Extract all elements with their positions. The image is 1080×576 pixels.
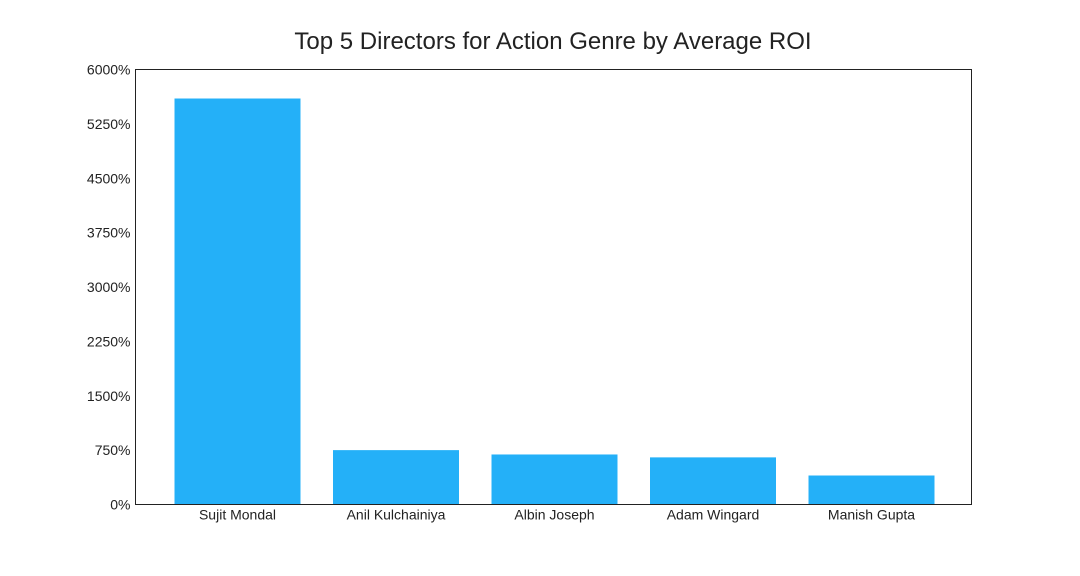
chart-title: Top 5 Directors for Action Genre by Aver… <box>294 28 811 55</box>
bar-manish-gupta <box>808 475 935 505</box>
y-tick-label: 3750% <box>87 225 131 241</box>
x-tick-label: Albin Joseph <box>514 507 594 523</box>
y-tick-label: 5250% <box>87 116 131 132</box>
y-tick-label: 750% <box>95 442 131 458</box>
y-tick-label: 4500% <box>87 170 131 186</box>
y-tick-label: 0% <box>110 497 130 513</box>
plot-frame <box>135 69 972 505</box>
x-tick-label: Adam Wingard <box>667 507 760 523</box>
bar-albin-joseph <box>491 454 618 505</box>
bar-adam-wingard <box>650 457 776 505</box>
bar-anil-kulchainiya <box>333 450 459 505</box>
bar-sujit-mondal <box>174 98 301 505</box>
y-tick-label: 2250% <box>87 333 131 349</box>
x-tick-label: Manish Gupta <box>828 507 915 523</box>
y-tick-label: 6000% <box>87 62 131 78</box>
x-tick-label: Anil Kulchainiya <box>347 507 446 523</box>
x-axis: Sujit Mondal Anil Kulchainiya Albin Joseph… <box>199 507 915 523</box>
y-axis: 0% 750% 1500% 2250% 3000% 3750% 4500% 5250% 6000… <box>87 62 131 513</box>
bars-group <box>174 98 935 505</box>
x-tick-label: Sujit Mondal <box>199 507 276 523</box>
y-tick-label: 1500% <box>87 388 131 404</box>
y-tick-label: 3000% <box>87 279 131 295</box>
